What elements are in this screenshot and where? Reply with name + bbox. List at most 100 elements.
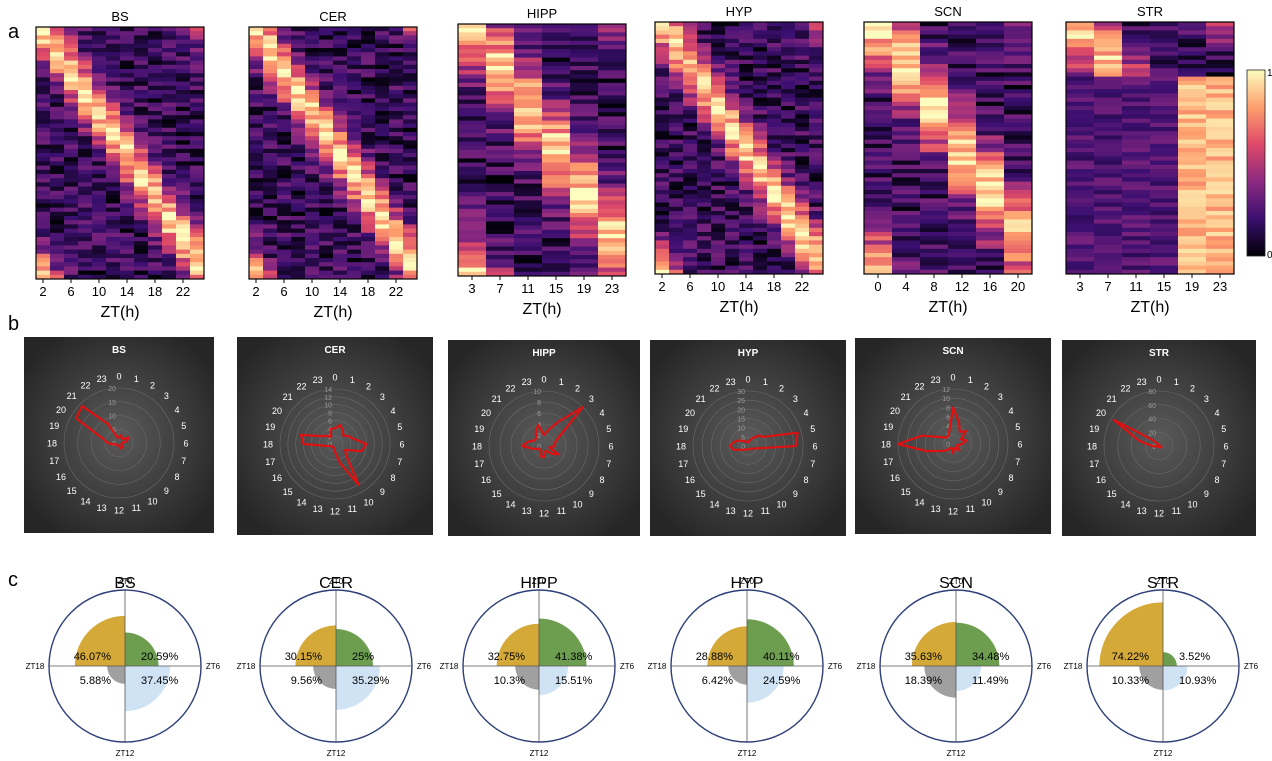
heatmap-cell xyxy=(486,234,515,239)
heatmap-cell xyxy=(249,174,264,179)
heatmap-cell xyxy=(403,123,418,129)
heatmap-cell xyxy=(976,68,1005,73)
heatmap-cell xyxy=(809,152,824,157)
heatmap-cell xyxy=(753,185,768,191)
heatmap-cell xyxy=(795,215,810,220)
heatmap-cell xyxy=(486,24,515,29)
heatmap-cell xyxy=(1066,127,1095,132)
heatmap-cell xyxy=(162,245,177,250)
heatmap-cell xyxy=(249,48,264,53)
heatmap-cell xyxy=(514,32,543,37)
heatmap-cell xyxy=(892,101,921,107)
heatmap-cell xyxy=(263,27,278,32)
heatmap-cell xyxy=(570,225,599,231)
heatmap-cell xyxy=(1122,206,1151,212)
heatmap-cell xyxy=(190,203,205,208)
heatmap-cell xyxy=(1178,227,1207,233)
heatmap-cell xyxy=(1094,43,1123,48)
heatmap-cell xyxy=(514,95,543,100)
heatmap-cell xyxy=(809,97,824,103)
heatmap-cell xyxy=(598,158,627,163)
heatmap-cell xyxy=(570,271,599,277)
heatmap-cell xyxy=(305,27,320,32)
heatmap-cell xyxy=(361,106,376,112)
radar-angle-label: 21 xyxy=(67,391,77,401)
heatmap-cell xyxy=(948,223,977,229)
heatmap-cell xyxy=(864,76,893,82)
heatmap-cell xyxy=(361,270,376,276)
heatmap-cell xyxy=(148,90,163,95)
heatmap-cell xyxy=(486,70,515,75)
heatmap-cell xyxy=(948,156,977,161)
radar-radial-tick: 8 xyxy=(537,400,541,407)
heatmap-cell xyxy=(458,53,487,58)
heatmap-cell xyxy=(767,106,782,111)
heatmap-cell xyxy=(50,157,65,162)
heatmap-cell xyxy=(1004,22,1033,27)
radar-angle-label: 0 xyxy=(950,373,955,383)
radar-angle-label: 20 xyxy=(481,408,491,418)
heatmap-cell xyxy=(190,249,205,255)
heatmap-cell xyxy=(361,140,376,145)
heatmap-cell xyxy=(249,60,264,66)
heatmap-cell xyxy=(655,64,670,69)
heatmap-cell xyxy=(176,203,191,208)
heatmap-cell xyxy=(711,122,726,128)
heatmap-cell xyxy=(120,220,135,225)
heatmap-x-tick: 15 xyxy=(549,281,563,296)
heatmap-cell xyxy=(683,244,698,250)
heatmap-cell xyxy=(655,93,670,98)
heatmap-cell xyxy=(669,118,684,124)
heatmap-cell xyxy=(976,160,1005,166)
heatmap-cell xyxy=(375,216,390,221)
heatmap-cell xyxy=(375,115,390,120)
radar-angle-label: 4 xyxy=(391,406,396,416)
heatmap-cell xyxy=(1004,244,1033,250)
heatmap-cell xyxy=(767,219,782,224)
heatmap-cell xyxy=(347,249,362,255)
heatmap-cell xyxy=(64,207,79,213)
heatmap-cell xyxy=(655,101,670,107)
heatmap-cell xyxy=(347,119,362,124)
heatmap-cell xyxy=(570,255,599,260)
heatmap-cell xyxy=(1150,68,1179,73)
heatmap-cell xyxy=(263,195,278,200)
heatmap-cell xyxy=(347,274,362,280)
heatmap-cell xyxy=(78,148,93,154)
heatmap-cell xyxy=(458,171,487,176)
heatmap-cell xyxy=(50,224,65,229)
heatmap-cell xyxy=(1094,110,1123,115)
heatmap-cell xyxy=(92,228,107,234)
heatmap-cell xyxy=(1206,59,1235,65)
heatmap-cell xyxy=(767,232,782,237)
heatmap-cell xyxy=(263,161,278,166)
heatmap-cell xyxy=(92,98,107,103)
heatmap-cell xyxy=(319,228,334,234)
heatmap-cell xyxy=(570,49,599,54)
heatmap-cell xyxy=(305,56,320,61)
heatmap-cell xyxy=(305,111,320,116)
heatmap-cell xyxy=(767,244,782,250)
heatmap-cell xyxy=(403,106,418,112)
heatmap-cell xyxy=(1150,55,1179,61)
heatmap-cell xyxy=(697,160,712,166)
heatmap-cell xyxy=(458,91,487,96)
heatmap-cell xyxy=(78,262,93,267)
radar-ring xyxy=(720,418,776,474)
heatmap-cell xyxy=(920,185,949,191)
heatmap-cell xyxy=(263,31,278,36)
heatmap-cell xyxy=(920,51,949,56)
heatmap-cell xyxy=(697,211,712,216)
heatmap-cell xyxy=(120,190,135,196)
heatmap-cell xyxy=(458,213,487,218)
heatmap-cell xyxy=(795,194,810,199)
heatmap-cell xyxy=(892,135,921,140)
heatmap-cell xyxy=(50,174,65,179)
heatmap-cell xyxy=(795,240,810,245)
heatmap-cell xyxy=(753,76,768,82)
heatmap-cell xyxy=(542,145,571,151)
heatmap-cell xyxy=(50,39,65,45)
heatmap-cell xyxy=(781,68,796,73)
heatmap-cell xyxy=(1066,219,1095,224)
heatmap-cell xyxy=(134,224,149,229)
